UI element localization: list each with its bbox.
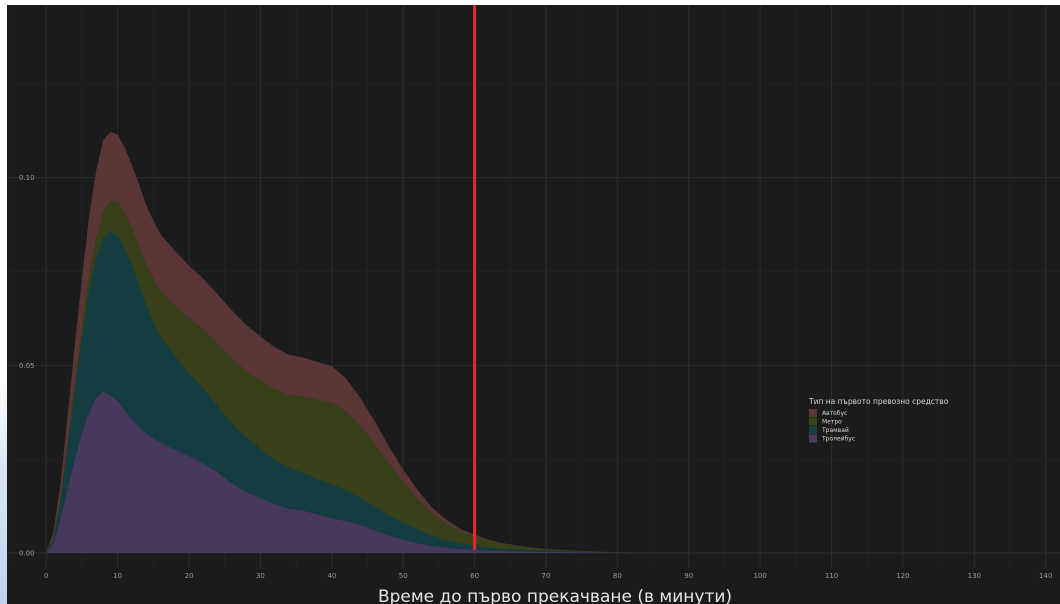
x-tick-label: 0	[44, 572, 48, 580]
x-tick-label: 50	[399, 572, 408, 580]
area-Тролейбус	[46, 391, 675, 553]
y-tick-label: 0.05	[19, 362, 35, 370]
legend-swatch	[809, 434, 817, 443]
legend-swatch	[809, 426, 817, 434]
x-axis-label: Време до първо прекачване (в минути)	[378, 587, 732, 604]
legend: Тип на първото превозно средство Автобус…	[808, 397, 949, 443]
x-tick-label: 140	[1039, 572, 1052, 580]
chart-svg: 0 10 20 30 40 50 60 70 80 90 100 110 120 130 140 0.000…	[7, 5, 1060, 604]
stacked-areas	[46, 131, 675, 553]
area-Автобус	[46, 131, 675, 553]
y-tick-label: 0.00	[19, 549, 35, 557]
x-tick-label: 70	[542, 572, 551, 580]
chart-panel: 0 10 20 30 40 50 60 70 80 90 100 110 120 130 140 0.00 0…	[7, 5, 1060, 604]
y-axis-ticks: 0.00 0.05 0.10	[19, 174, 35, 557]
legend-label: Тролейбус	[821, 436, 855, 443]
x-axis-ticks: 0 10 20 30 40 50 60 70 80 90 100 110 120 130 140	[44, 572, 1052, 580]
y-tick-label: 0.10	[19, 174, 35, 182]
legend-title: Тип на първото превозно средство	[808, 397, 949, 406]
legend-swatch	[809, 417, 817, 426]
x-tick-label: 30	[256, 572, 265, 580]
x-tick-label: 130	[968, 572, 981, 580]
area-Метро	[46, 201, 675, 553]
x-tick-label: 90	[684, 572, 693, 580]
legend-label: Метро	[822, 419, 842, 426]
x-tick-label: 60	[470, 572, 479, 580]
x-tick-label: 80	[613, 572, 622, 580]
x-tick-label: 10	[113, 572, 122, 580]
x-tick-label: 100	[753, 572, 766, 580]
x-tick-label: 20	[185, 572, 194, 580]
x-tick-label: 40	[327, 572, 336, 580]
x-tick-label: 110	[825, 572, 838, 580]
area-Трамвай	[46, 232, 675, 553]
legend-label: Автобус	[822, 410, 847, 417]
legend-swatch	[809, 409, 817, 417]
legend-label: Трамвай	[821, 427, 849, 434]
background-strip	[0, 0, 10, 604]
x-tick-label: 120	[896, 572, 909, 580]
